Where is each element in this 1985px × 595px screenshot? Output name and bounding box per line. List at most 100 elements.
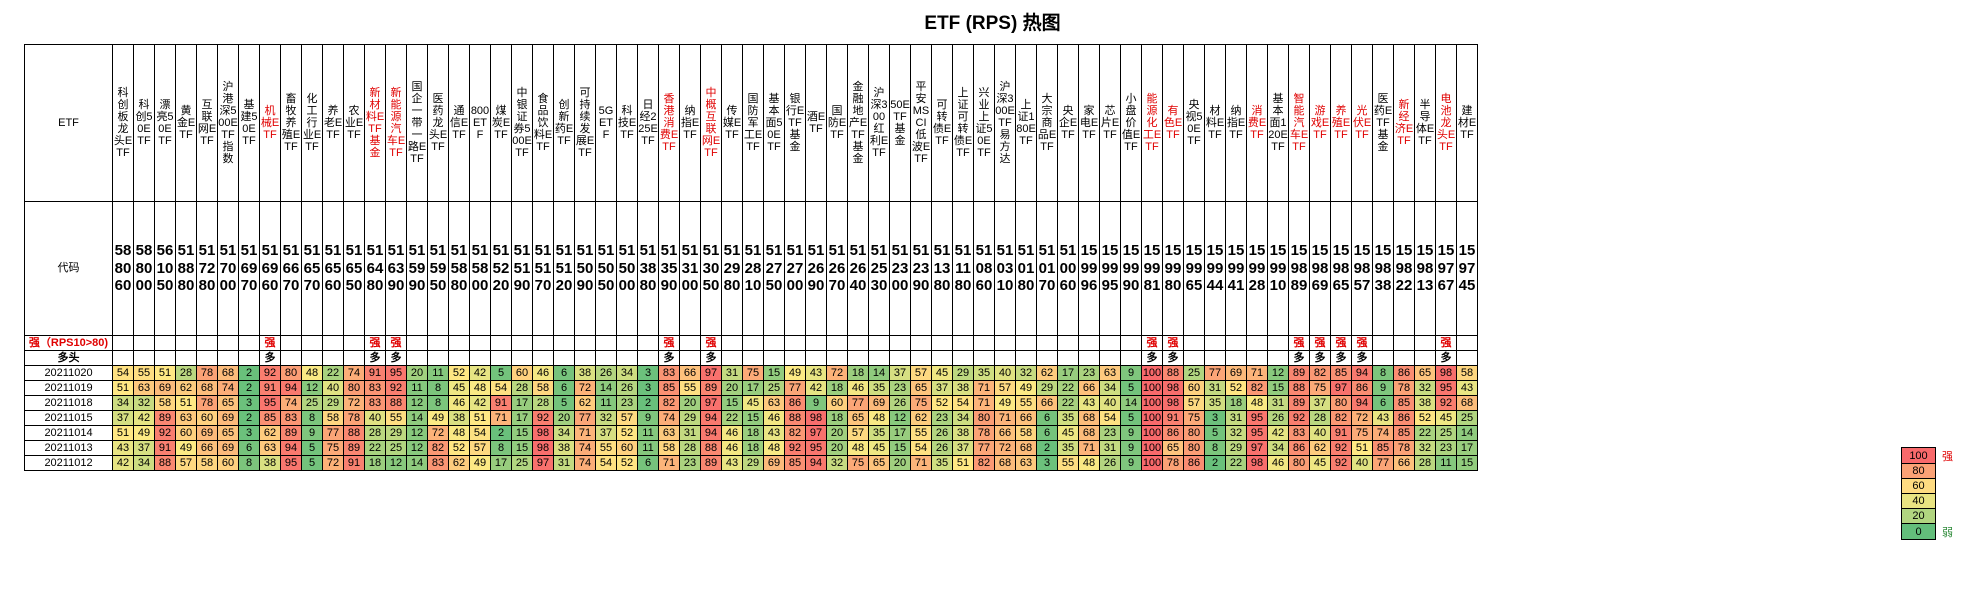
etf-code-cell: 516550 xyxy=(343,201,365,336)
strong-mark-empty xyxy=(154,335,176,351)
heat-cell: 63 xyxy=(1099,365,1121,381)
etf-name-cell: 科创50ETF xyxy=(133,44,155,202)
heat-cell: 25 xyxy=(511,455,533,471)
heat-cell: 77 xyxy=(574,410,596,426)
etf-name-cell: 建材ETF xyxy=(1456,44,1478,202)
heat-cell: 69 xyxy=(217,410,239,426)
heat-cell: 91 xyxy=(259,380,281,396)
heat-cell: 92 xyxy=(532,410,554,426)
heat-cell: 31 xyxy=(1204,380,1226,396)
etf-code-cell: 513100 xyxy=(679,201,701,336)
etf-name: 国防军工ETF xyxy=(743,93,763,153)
duotou-mark-empty xyxy=(1372,350,1394,366)
etf-code: 159910 xyxy=(1269,242,1287,295)
etf-name: 基建50ETF xyxy=(240,99,258,147)
heat-cell: 15 xyxy=(1267,380,1289,396)
etf-code-cell: 159980 xyxy=(1162,201,1184,336)
etf-name-cell: 芯片ETF xyxy=(1099,44,1121,202)
heat-cell: 2 xyxy=(238,380,260,396)
etf-code: 159838 xyxy=(1374,242,1392,295)
heat-cell: 20 xyxy=(721,380,743,396)
etf-code-cell: 159965 xyxy=(1183,201,1205,336)
etf-code-cell: 515000 xyxy=(616,201,638,336)
duotou-mark: 多 xyxy=(1288,350,1310,366)
heat-cell: 83 xyxy=(364,380,386,396)
etf-code: 516970 xyxy=(240,242,258,295)
heat-cell: 49 xyxy=(427,410,449,426)
heat-cell: 83 xyxy=(364,395,386,411)
heat-cell: 20 xyxy=(679,395,701,411)
heat-cell: 98 xyxy=(1246,455,1268,471)
etf-name: 有色ETF xyxy=(1163,105,1183,141)
heat-cell: 57 xyxy=(994,380,1016,396)
heat-cell: 57 xyxy=(616,410,638,426)
etf-name: 上证可转债ETF xyxy=(953,87,973,159)
heat-cell: 74 xyxy=(574,440,596,456)
heat-cell: 8 xyxy=(238,455,260,471)
heat-cell: 72 xyxy=(1351,410,1373,426)
heat-cell: 38 xyxy=(448,410,470,426)
heat-cell: 86 xyxy=(1393,410,1415,426)
etf-code: 159745 xyxy=(1458,242,1476,295)
heat-cell: 11 xyxy=(595,395,617,411)
heat-cell: 54 xyxy=(952,395,974,411)
heat-cell: 17 xyxy=(742,380,764,396)
etf-code: 159928 xyxy=(1248,242,1266,295)
strong-mark-empty xyxy=(1414,335,1436,351)
etf-name: 能源化工ETF xyxy=(1142,93,1162,153)
etf-name-cell: 有色ETF xyxy=(1162,44,1184,202)
etf-name: 小盘价值ETF xyxy=(1121,93,1141,153)
etf-name: 黄金ETF xyxy=(176,105,196,141)
heat-cell: 42 xyxy=(469,395,491,411)
heat-cell: 48 xyxy=(448,425,470,441)
etf-name: 纳指ETF xyxy=(1226,105,1246,141)
heat-cell: 94 xyxy=(700,410,722,426)
heat-cell: 49 xyxy=(175,440,197,456)
heat-cell: 69 xyxy=(868,395,890,411)
duotou-mark-empty xyxy=(280,350,302,366)
duotou-mark: 多 xyxy=(658,350,680,366)
heat-cell: 43 xyxy=(805,365,827,381)
heat-cell: 75 xyxy=(742,365,764,381)
heat-cell: 94 xyxy=(1351,365,1373,381)
heat-cell: 29 xyxy=(742,455,764,471)
duotou-mark: 多 xyxy=(364,350,386,366)
heat-cell: 29 xyxy=(679,410,701,426)
duotou-mark-empty xyxy=(1183,350,1205,366)
heat-cell: 46 xyxy=(448,395,470,411)
strong-mark-empty xyxy=(805,335,827,351)
heat-cell: 35 xyxy=(868,380,890,396)
heat-cell: 12 xyxy=(889,410,911,426)
duotou-mark-empty xyxy=(511,350,533,366)
strong-mark: 强 xyxy=(1141,335,1163,351)
strong-mark-empty xyxy=(763,335,785,351)
legend-swatch: 20 xyxy=(1901,508,1936,524)
duotou-mark-empty xyxy=(784,350,806,366)
heat-cell: 20 xyxy=(889,455,911,471)
heat-cell: 57 xyxy=(469,440,491,456)
heat-cell: 98 xyxy=(532,425,554,441)
heat-cell: 68 xyxy=(217,365,239,381)
heat-cell: 89 xyxy=(1288,365,1310,381)
heat-cell: 85 xyxy=(658,380,680,396)
heat-cell: 83 xyxy=(427,455,449,471)
heat-cell: 68 xyxy=(1078,410,1100,426)
duotou-mark-empty xyxy=(1078,350,1100,366)
heat-cell: 86 xyxy=(1183,455,1205,471)
duotou-mark-empty xyxy=(1393,350,1415,366)
duotou-mark-empty xyxy=(1456,350,1478,366)
strong-mark-empty xyxy=(490,335,512,351)
etf-code-cell: 510180 xyxy=(1015,201,1037,336)
heat-cell: 18 xyxy=(742,440,764,456)
etf-name-cell: 香港消费ETF xyxy=(658,44,680,202)
heat-cell: 89 xyxy=(154,410,176,426)
heat-cell: 54 xyxy=(1099,410,1121,426)
etf-name-cell: 中银证券500ETF xyxy=(511,44,533,202)
heat-cell: 22 xyxy=(721,410,743,426)
duotou-label: 多头 xyxy=(24,350,113,366)
heat-cell: 45 xyxy=(868,440,890,456)
heat-cell: 49 xyxy=(1015,380,1037,396)
strong-mark-empty xyxy=(280,335,302,351)
heat-cell: 11 xyxy=(637,425,659,441)
heat-cell: 63 xyxy=(1015,455,1037,471)
